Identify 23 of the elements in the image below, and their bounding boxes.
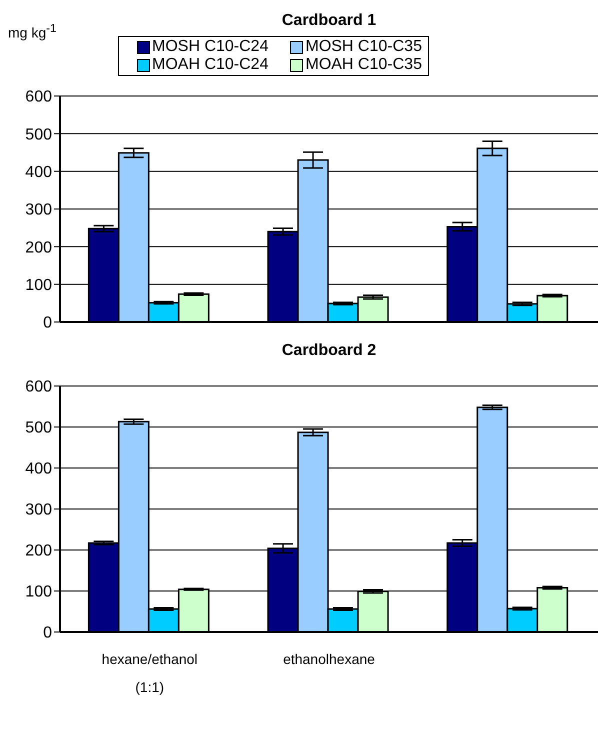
y-tick-label: 600	[25, 378, 52, 396]
legend-label: MOSH C10-C24	[152, 38, 268, 56]
y-tick-label: 0	[43, 314, 52, 332]
y-tick-label: 200	[25, 542, 52, 560]
x-tick-label: ethanolhexane	[283, 650, 376, 667]
chart-title: Cardboard 1	[280, 12, 378, 30]
y-tick-label: 0	[43, 624, 52, 642]
y-tick-label: 200	[25, 239, 52, 256]
chart-title: Cardboard 2	[280, 342, 378, 360]
y-tick-label: 400	[25, 164, 52, 182]
y-tick-label: 300	[25, 202, 52, 219]
x-tick-label: hexane/ethanol (1:1)	[102, 650, 198, 695]
y-tick-label: 600	[25, 88, 52, 106]
y-axis-title: mg kg$^{-1}$	[8, 22, 56, 41]
y-tick-label: 500	[25, 126, 52, 144]
y-tick-label: 100	[25, 277, 52, 294]
y-tick-label: 500	[25, 420, 52, 437]
legend-label: MOSH C10-C35	[305, 38, 422, 56]
y-tick-label: 300	[25, 502, 52, 519]
legend-label: MOAH C10-C24	[152, 56, 268, 74]
y-tick-label: 400	[25, 460, 52, 478]
legend-label: MOAH C10-C35	[305, 56, 422, 74]
y-tick-label: 100	[25, 584, 52, 601]
